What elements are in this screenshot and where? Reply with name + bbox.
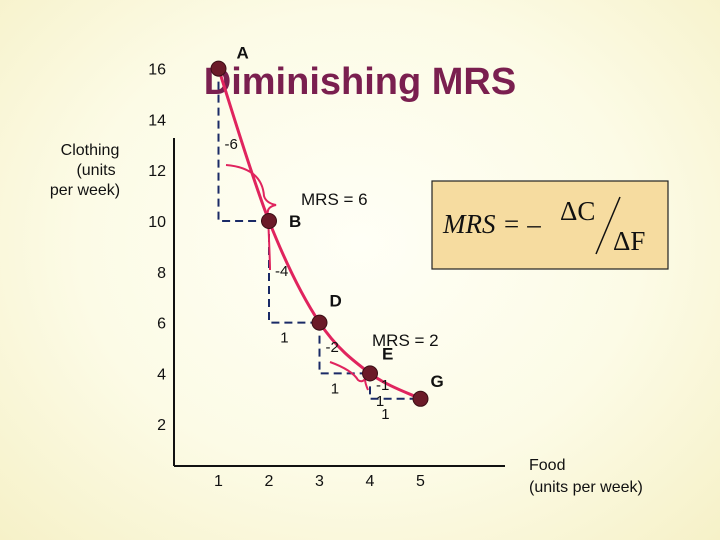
chart-title: Diminishing MRS xyxy=(204,61,516,103)
point-label: D xyxy=(330,292,342,311)
x-label-line: (units per week) xyxy=(529,479,643,496)
formula-lhs: MRS = – xyxy=(442,209,541,239)
step-guide xyxy=(369,373,421,400)
mrs-brace xyxy=(329,361,369,391)
point-label: A xyxy=(237,44,249,63)
data-point xyxy=(311,314,328,331)
step-labels: -6-41-21 -111 xyxy=(225,136,390,423)
formula-denominator: ΔF xyxy=(613,226,645,256)
mrs-braces xyxy=(225,164,369,391)
formula-box xyxy=(431,180,669,270)
extra-label: 1 xyxy=(376,393,384,410)
y-label-line: Clothing xyxy=(61,142,120,159)
formula-slash xyxy=(595,196,621,255)
delta-f-label: 1 xyxy=(381,406,389,423)
y-tick-label: 16 xyxy=(148,62,166,79)
delta-c-label: -1 xyxy=(376,377,389,394)
mrs-annotation: MRS = 2 xyxy=(372,331,439,350)
y-tick-label: 2 xyxy=(157,417,166,434)
y-tick-label: 6 xyxy=(157,316,166,333)
x-tick-label: 3 xyxy=(315,473,324,490)
y-tick-label: 12 xyxy=(148,163,166,180)
mrs-formula: MRS = – ΔC ΔF xyxy=(431,180,669,270)
point-label: B xyxy=(289,212,301,231)
delta-c-label: -2 xyxy=(326,339,339,356)
step-guide xyxy=(217,68,269,222)
data-point xyxy=(362,365,378,382)
point-label: E xyxy=(382,344,393,363)
x-tick-label: 5 xyxy=(416,473,425,490)
mrs-annotation: MRS = 6 xyxy=(301,190,368,209)
delta-c-label: -4 xyxy=(275,263,288,280)
y-axis-label: Clothing (units per week) xyxy=(50,142,120,199)
x-axis-label: Food (units per week) xyxy=(529,457,643,496)
data-point xyxy=(210,60,227,77)
y-tick-label: 14 xyxy=(148,112,166,129)
x-label-line: Food xyxy=(529,457,565,474)
data-point xyxy=(412,390,429,407)
x-tick-labels: 1 2 3 4 5 xyxy=(214,473,425,490)
x-tick-label: 2 xyxy=(265,473,274,490)
y-tick-label: 10 xyxy=(148,214,166,231)
point-label: G xyxy=(431,372,444,391)
x-tick-label: 1 xyxy=(214,473,223,490)
data-points: A B D E G xyxy=(210,44,444,407)
delta-c-label: -6 xyxy=(225,136,238,153)
delta-f-label: 1 xyxy=(280,330,288,347)
x-tick-label: 4 xyxy=(366,473,375,490)
mrs-brace xyxy=(225,164,277,271)
y-label-line: (units xyxy=(76,162,115,179)
mrs-annotations: MRS = 6 MRS = 2 xyxy=(301,190,439,350)
y-tick-label: 8 xyxy=(157,265,166,282)
formula-numerator: ΔC xyxy=(560,196,595,226)
y-label-line: per week) xyxy=(50,182,120,199)
delta-f-label: 1 xyxy=(331,380,339,397)
data-point xyxy=(261,213,277,229)
y-tick-label: 4 xyxy=(157,366,166,383)
y-tick-labels: 2 4 6 8 10 12 14 16 xyxy=(148,62,166,435)
